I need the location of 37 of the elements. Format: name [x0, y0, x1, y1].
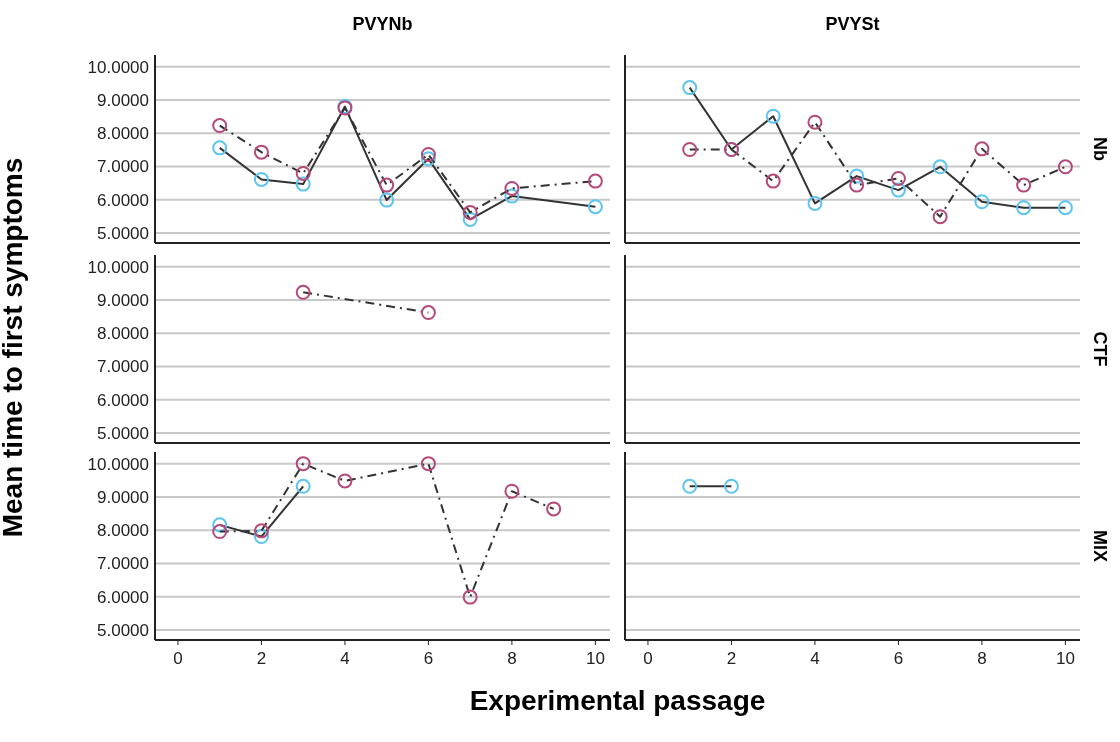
chart-title: PVYSt: [825, 14, 880, 34]
x-tick-label: 4: [810, 649, 820, 668]
chart-title: PVYNb: [352, 14, 413, 34]
x-tick-label: 2: [726, 649, 737, 668]
y-tick-label: 5.0000: [97, 423, 149, 443]
y-tick-label: 7.0000: [97, 554, 149, 574]
y-tick-label: 6.0000: [97, 190, 149, 210]
y-tick-label: 9.0000: [97, 487, 149, 507]
y2-axis-title: MIX: [1089, 529, 1110, 563]
y-tick-label: 7.0000: [97, 157, 149, 177]
y-tick-label: 10.0000: [87, 257, 149, 277]
y2-axis-title: CTF: [1089, 331, 1110, 367]
x-tick-label: 0: [173, 649, 183, 668]
y-tick-label: 5.0000: [97, 620, 149, 640]
y-tick-label: 9.0000: [97, 90, 149, 110]
x-axis-title: Experimental passage: [469, 685, 766, 716]
y2-axis-title: Nb: [1089, 137, 1110, 161]
x-tick-label: 10: [585, 649, 605, 668]
x-tick-label: 6: [893, 649, 904, 668]
y-tick-label: 8.0000: [97, 324, 149, 344]
y-tick-label: 7.0000: [97, 357, 149, 377]
y-tick-label: 6.0000: [97, 390, 149, 410]
y-tick-label: 5.0000: [97, 223, 149, 243]
y-tick-label: 9.0000: [97, 290, 149, 310]
x-tick-label: 8: [507, 649, 517, 668]
y-tick-label: 6.0000: [97, 587, 149, 607]
y-tick-label: 8.0000: [97, 124, 149, 144]
x-tick-label: 6: [423, 649, 434, 668]
x-tick-label: 10: [1055, 649, 1075, 668]
x-tick-label: 8: [977, 649, 987, 668]
x-tick-label: 2: [256, 649, 267, 668]
y-tick-label: 10.0000: [87, 454, 149, 474]
y-axis-title: Mean time to first symptoms: [0, 157, 28, 538]
y-tick-label: 8.0000: [97, 521, 149, 541]
y-tick-label: 10.0000: [87, 57, 149, 77]
x-tick-label: 4: [340, 649, 350, 668]
x-tick-label: 0: [643, 649, 653, 668]
